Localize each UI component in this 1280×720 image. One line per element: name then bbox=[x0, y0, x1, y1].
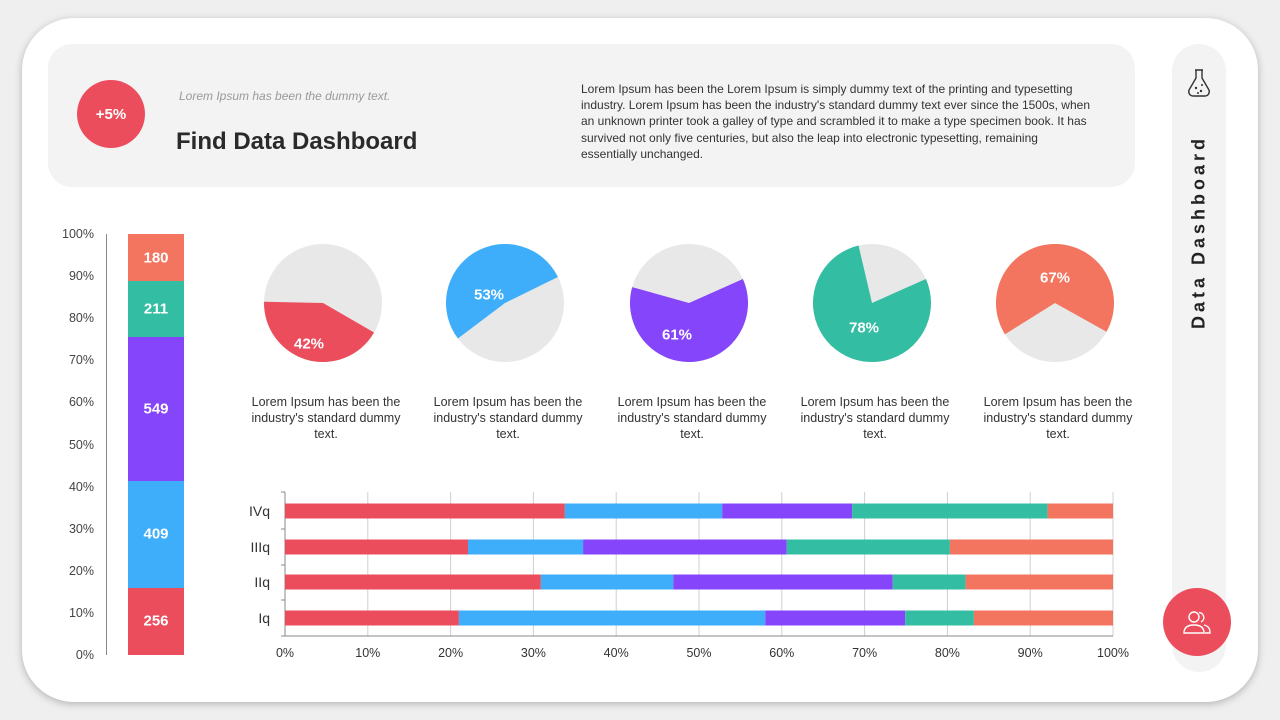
sidebar bbox=[1172, 44, 1226, 672]
column-segment bbox=[128, 234, 184, 282]
x-tick-label: 30% bbox=[520, 646, 546, 660]
bar-segment bbox=[467, 539, 584, 555]
pie-slice bbox=[630, 279, 748, 362]
column-segment-label: 409 bbox=[143, 525, 169, 543]
pie-slice bbox=[264, 301, 375, 362]
pie-value-label: 78% bbox=[848, 319, 880, 337]
column-segment bbox=[128, 587, 184, 655]
x-tick-label: 80% bbox=[934, 646, 960, 660]
x-tick-label: 60% bbox=[769, 646, 795, 660]
pie-value-label: 53% bbox=[473, 286, 505, 304]
column-segment bbox=[128, 480, 184, 588]
y-axis-line bbox=[106, 234, 107, 655]
flask-icon bbox=[1188, 69, 1210, 97]
pie-slice bbox=[995, 244, 1114, 335]
column-segment-label: 211 bbox=[143, 300, 169, 318]
pie-value-label: 42% bbox=[293, 335, 325, 353]
category-label: IIIq bbox=[250, 539, 270, 555]
y-tick-label: 60% bbox=[68, 395, 94, 410]
x-tick-label: 50% bbox=[686, 646, 712, 660]
page-title: Find Data Dashboard bbox=[176, 128, 418, 155]
x-tick-label: 40% bbox=[603, 646, 629, 660]
pie-caption: Lorem Ipsum has been the industry's stan… bbox=[617, 395, 767, 441]
bar-segment bbox=[892, 574, 966, 590]
bar-segment bbox=[285, 574, 541, 590]
pie-slice bbox=[813, 245, 931, 363]
y-tick-label: 80% bbox=[68, 311, 94, 326]
y-tick-label: 70% bbox=[68, 353, 94, 368]
x-tick-label: 90% bbox=[1017, 646, 1043, 660]
y-tick-label: 90% bbox=[68, 269, 94, 284]
y-tick-label: 50% bbox=[68, 437, 94, 452]
pie-caption: Lorem Ipsum has been the industry's stan… bbox=[251, 395, 401, 441]
bar-segment bbox=[673, 574, 893, 590]
pie-value-label: 61% bbox=[661, 326, 693, 344]
bar-segment bbox=[458, 610, 766, 626]
column-segment bbox=[128, 281, 184, 337]
bar-segment bbox=[1047, 503, 1113, 519]
users-button[interactable] bbox=[1163, 588, 1231, 656]
y-tick-label: 20% bbox=[68, 563, 94, 578]
bar-segment bbox=[973, 610, 1113, 626]
bar-segment bbox=[285, 610, 459, 626]
x-tick-label: 100% bbox=[1097, 646, 1129, 660]
bar-segment bbox=[786, 539, 950, 555]
pie-value-label: 67% bbox=[1039, 269, 1071, 287]
bar-segment bbox=[765, 610, 906, 626]
x-tick-label: 0% bbox=[275, 646, 295, 660]
y-tick-label: 40% bbox=[68, 479, 94, 494]
category-label: IVq bbox=[248, 503, 270, 519]
bar-segment bbox=[540, 574, 674, 590]
users-icon bbox=[1183, 611, 1211, 634]
column-segment-label: 180 bbox=[143, 249, 169, 267]
bar-segment bbox=[285, 503, 565, 519]
bar-segment bbox=[965, 574, 1113, 590]
x-tick-label: 70% bbox=[852, 646, 878, 660]
y-tick-label: 0% bbox=[75, 648, 94, 662]
bar-segment bbox=[583, 539, 787, 555]
bar-segment bbox=[949, 539, 1113, 555]
bar-segment bbox=[564, 503, 723, 519]
header-panel bbox=[48, 44, 1135, 187]
description: Lorem Ipsum has been the Lorem Ipsum is … bbox=[581, 82, 1090, 161]
subtitle: Lorem Ipsum has been the dummy text. bbox=[179, 89, 391, 103]
pie-caption: Lorem Ipsum has been the industry's stan… bbox=[800, 395, 950, 441]
x-tick-label: 10% bbox=[355, 646, 381, 660]
y-tick-label: 30% bbox=[68, 521, 94, 536]
column-segment-label: 549 bbox=[143, 400, 169, 418]
pie-caption: Lorem Ipsum has been the industry's stan… bbox=[433, 395, 583, 441]
category-label: Iq bbox=[258, 610, 270, 626]
growth-badge: +5% bbox=[77, 80, 145, 148]
y-tick-label: 10% bbox=[68, 605, 94, 620]
bar-segment bbox=[722, 503, 853, 519]
y-tick-label: 100% bbox=[62, 227, 94, 241]
bar-segment bbox=[285, 539, 468, 555]
column-segment bbox=[128, 336, 184, 481]
column-segment-label: 256 bbox=[143, 612, 169, 630]
pie-caption: Lorem Ipsum has been the industry's stan… bbox=[983, 395, 1133, 441]
bar-segment bbox=[905, 610, 974, 626]
category-label: IIq bbox=[254, 574, 270, 590]
bar-segment bbox=[852, 503, 1048, 519]
pie-slice bbox=[445, 243, 558, 339]
x-tick-label: 20% bbox=[438, 646, 464, 660]
